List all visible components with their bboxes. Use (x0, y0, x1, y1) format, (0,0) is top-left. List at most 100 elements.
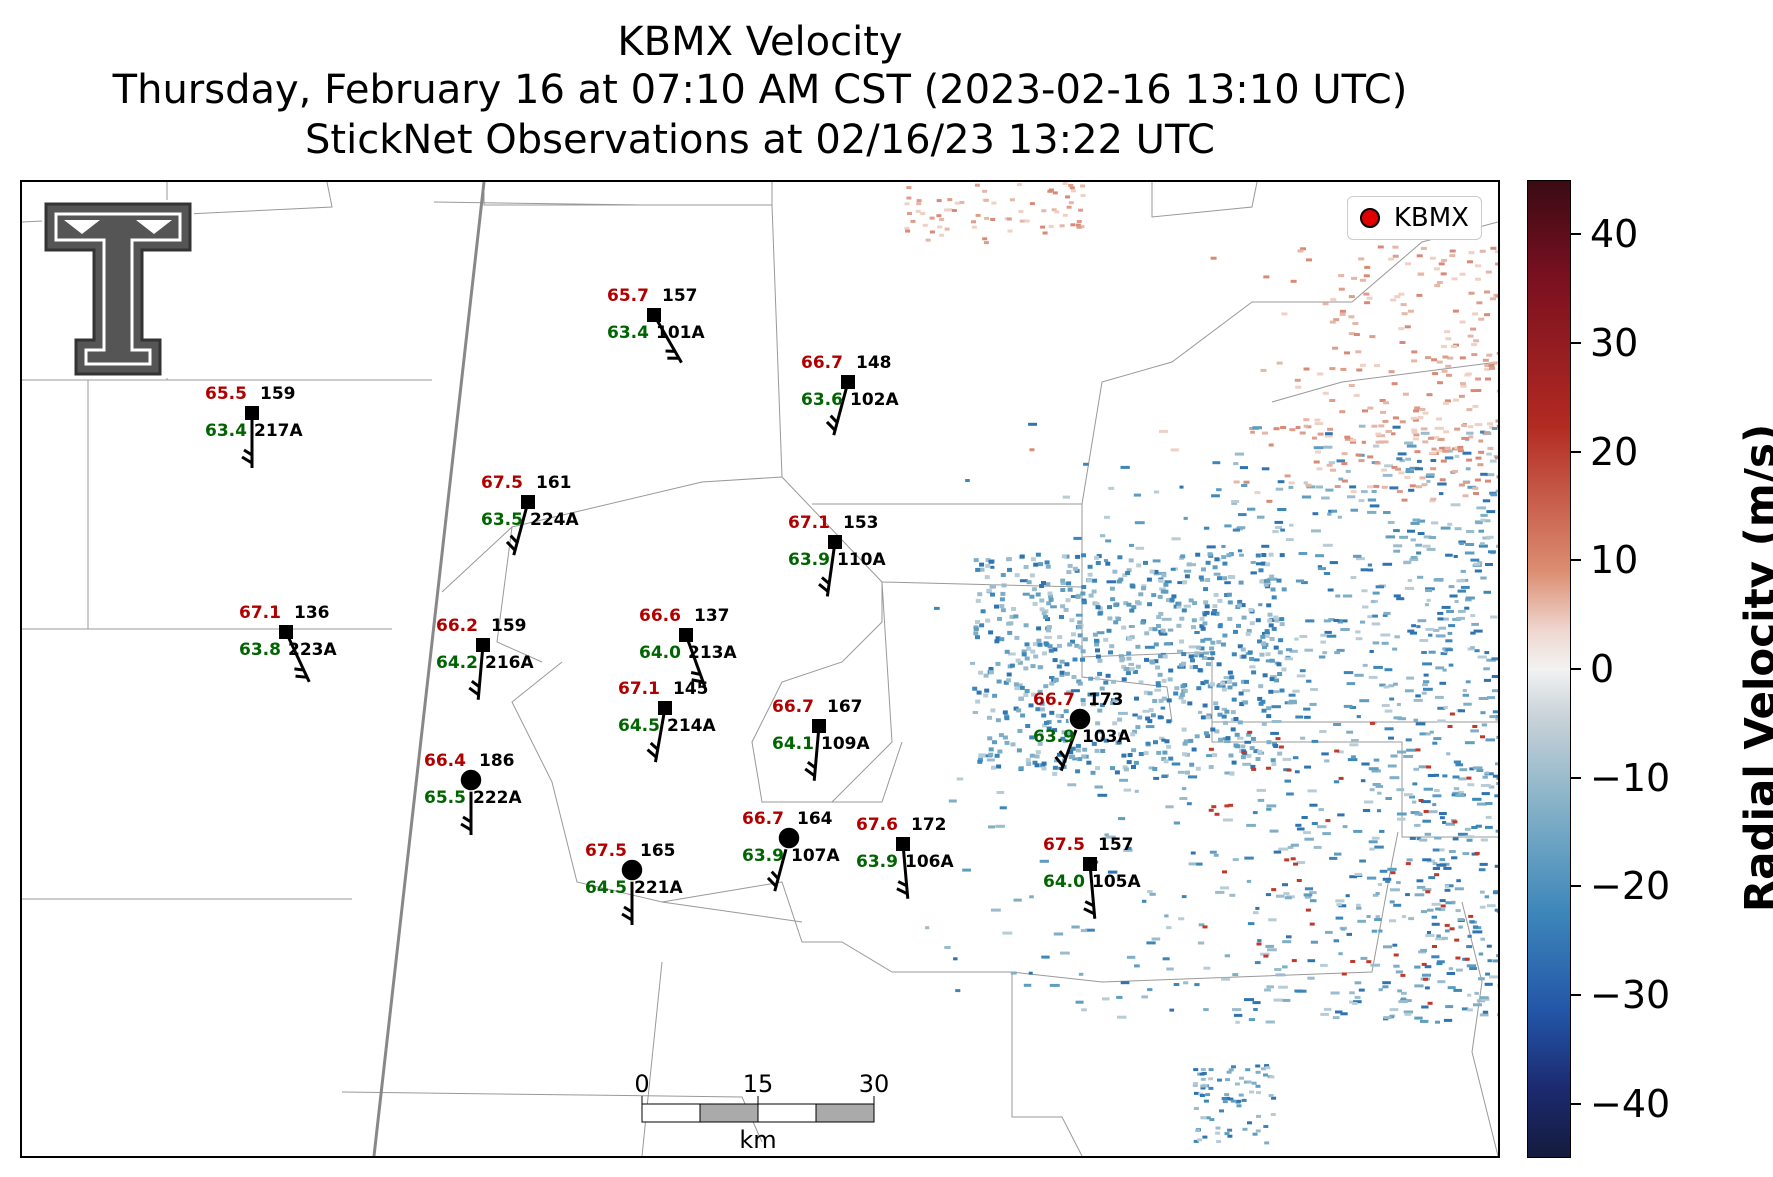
radar-gate (1251, 1081, 1257, 1085)
radar-gate (1355, 453, 1362, 457)
radar-gate (1220, 886, 1230, 890)
radar-gate (1185, 770, 1190, 775)
radar-gate (1247, 730, 1253, 734)
radar-gate (1406, 858, 1413, 862)
radar-gate (1237, 549, 1243, 553)
radar-gate (1445, 648, 1453, 652)
radar-gate (974, 183, 980, 187)
radar-gate (1203, 1099, 1209, 1103)
radar-gate (1100, 749, 1106, 753)
radar-gate (1310, 940, 1318, 944)
radar-gate (1202, 621, 1208, 626)
radar-gate (1106, 580, 1117, 584)
radar-gate (1465, 467, 1471, 471)
radar-gate (1201, 1116, 1207, 1120)
radar-gate (1406, 676, 1414, 680)
radar-gate (1232, 858, 1239, 862)
kbmx-marker-icon (1359, 208, 1380, 228)
radar-gate (1043, 614, 1049, 619)
station-marker[interactable] (777, 826, 801, 850)
radar-gate (1480, 430, 1486, 434)
station-marker[interactable] (647, 308, 661, 322)
station-marker[interactable] (245, 406, 259, 420)
radar-gate (1221, 707, 1228, 711)
radar-gate (1364, 301, 1371, 305)
radar-gate (1047, 591, 1053, 596)
station-marker[interactable] (1068, 707, 1092, 731)
station-marker[interactable] (896, 837, 910, 851)
radar-gate (1231, 697, 1237, 702)
radar-gate (1167, 628, 1174, 632)
radar-gate (1391, 382, 1398, 386)
radar-gate (1436, 934, 1441, 938)
radar-gate (1029, 202, 1035, 206)
radar-gate (1199, 1072, 1205, 1076)
radar-gate (1301, 495, 1312, 499)
radar-gate (1458, 540, 1466, 544)
radar-gate (1397, 452, 1407, 456)
station-temperature: 67.5 (585, 841, 627, 861)
radar-gate (1439, 899, 1446, 903)
radar-map[interactable]: 65.7 157 63.4 101A 66.7 148 63.6 102A 65.5 159 63.… (20, 180, 1500, 1158)
radar-gate (1224, 581, 1231, 585)
radar-gate (1456, 579, 1466, 583)
radar-gate (1358, 459, 1365, 463)
wind-barb-icon (684, 634, 707, 688)
radar-gate (1067, 783, 1077, 787)
radar-gate (1159, 587, 1166, 591)
station-marker[interactable] (279, 625, 293, 639)
radar-gate (1356, 557, 1365, 561)
radar-gate (1494, 456, 1498, 460)
radar-gate (1151, 593, 1157, 598)
station-marker[interactable] (521, 495, 535, 509)
radar-gate (1465, 543, 1475, 546)
station-marker[interactable] (679, 628, 693, 642)
radar-gate (1455, 763, 1464, 767)
radar-gate (1421, 800, 1431, 804)
station-marker[interactable] (812, 719, 826, 733)
station-marker[interactable] (459, 768, 483, 792)
radar-gate (1217, 624, 1223, 629)
radar-gate (1221, 977, 1231, 981)
radar-gate (977, 592, 983, 597)
station-marker[interactable] (476, 638, 490, 652)
radar-gate (1436, 360, 1443, 364)
radar-gate (1432, 794, 1442, 798)
radar-gate (1329, 320, 1336, 324)
station-marker[interactable] (658, 701, 672, 715)
radar-gate (947, 208, 953, 212)
radar-gate (1266, 714, 1272, 719)
station-temperature: 67.5 (481, 473, 523, 493)
station-marker[interactable] (841, 375, 855, 389)
radar-gate (1150, 713, 1156, 718)
radar-gate (1475, 277, 1481, 281)
station-marker[interactable] (828, 535, 842, 549)
radar-gate (1221, 687, 1227, 692)
radar-gate (1041, 581, 1046, 585)
radar-gate (1271, 720, 1282, 723)
radar-gate (1240, 679, 1246, 684)
radar-gate (1103, 738, 1109, 743)
station-marker[interactable] (620, 858, 644, 882)
station-marker[interactable] (1083, 857, 1097, 871)
radar-gate (1263, 275, 1270, 279)
radar-gate (1414, 812, 1422, 816)
radar-gate (1476, 769, 1484, 772)
radar-gate (1417, 272, 1424, 276)
